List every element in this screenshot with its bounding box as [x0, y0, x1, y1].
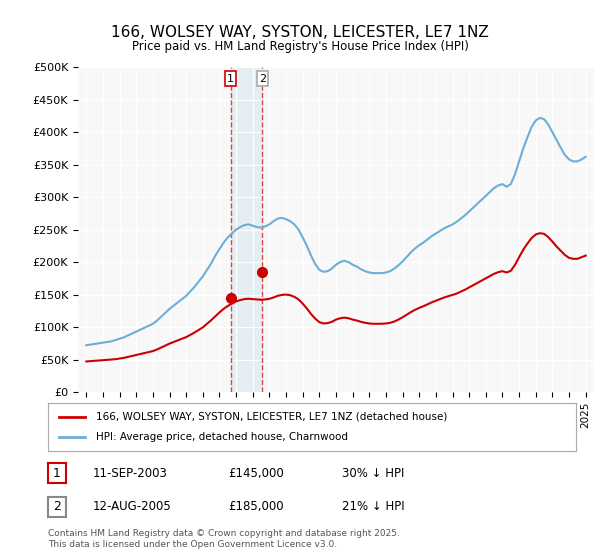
Text: 12-AUG-2005: 12-AUG-2005: [93, 500, 172, 514]
Text: 11-SEP-2003: 11-SEP-2003: [93, 466, 168, 480]
Text: 2: 2: [53, 500, 61, 514]
Text: £145,000: £145,000: [228, 466, 284, 480]
Text: 1: 1: [53, 466, 61, 480]
Bar: [230, 67, 262, 392]
Text: 166, WOLSEY WAY, SYSTON, LEICESTER, LE7 1NZ (detached house): 166, WOLSEY WAY, SYSTON, LEICESTER, LE7 …: [95, 412, 447, 422]
Text: 30% ↓ HPI: 30% ↓ HPI: [342, 466, 404, 480]
Text: 21% ↓ HPI: 21% ↓ HPI: [342, 500, 404, 514]
Text: Price paid vs. HM Land Registry's House Price Index (HPI): Price paid vs. HM Land Registry's House …: [131, 40, 469, 53]
Text: 2: 2: [259, 74, 266, 83]
Text: Contains HM Land Registry data © Crown copyright and database right 2025.
This d: Contains HM Land Registry data © Crown c…: [48, 529, 400, 549]
Text: £185,000: £185,000: [228, 500, 284, 514]
Text: 1: 1: [227, 74, 234, 83]
Text: HPI: Average price, detached house, Charnwood: HPI: Average price, detached house, Char…: [95, 432, 347, 442]
Text: 166, WOLSEY WAY, SYSTON, LEICESTER, LE7 1NZ: 166, WOLSEY WAY, SYSTON, LEICESTER, LE7 …: [111, 25, 489, 40]
